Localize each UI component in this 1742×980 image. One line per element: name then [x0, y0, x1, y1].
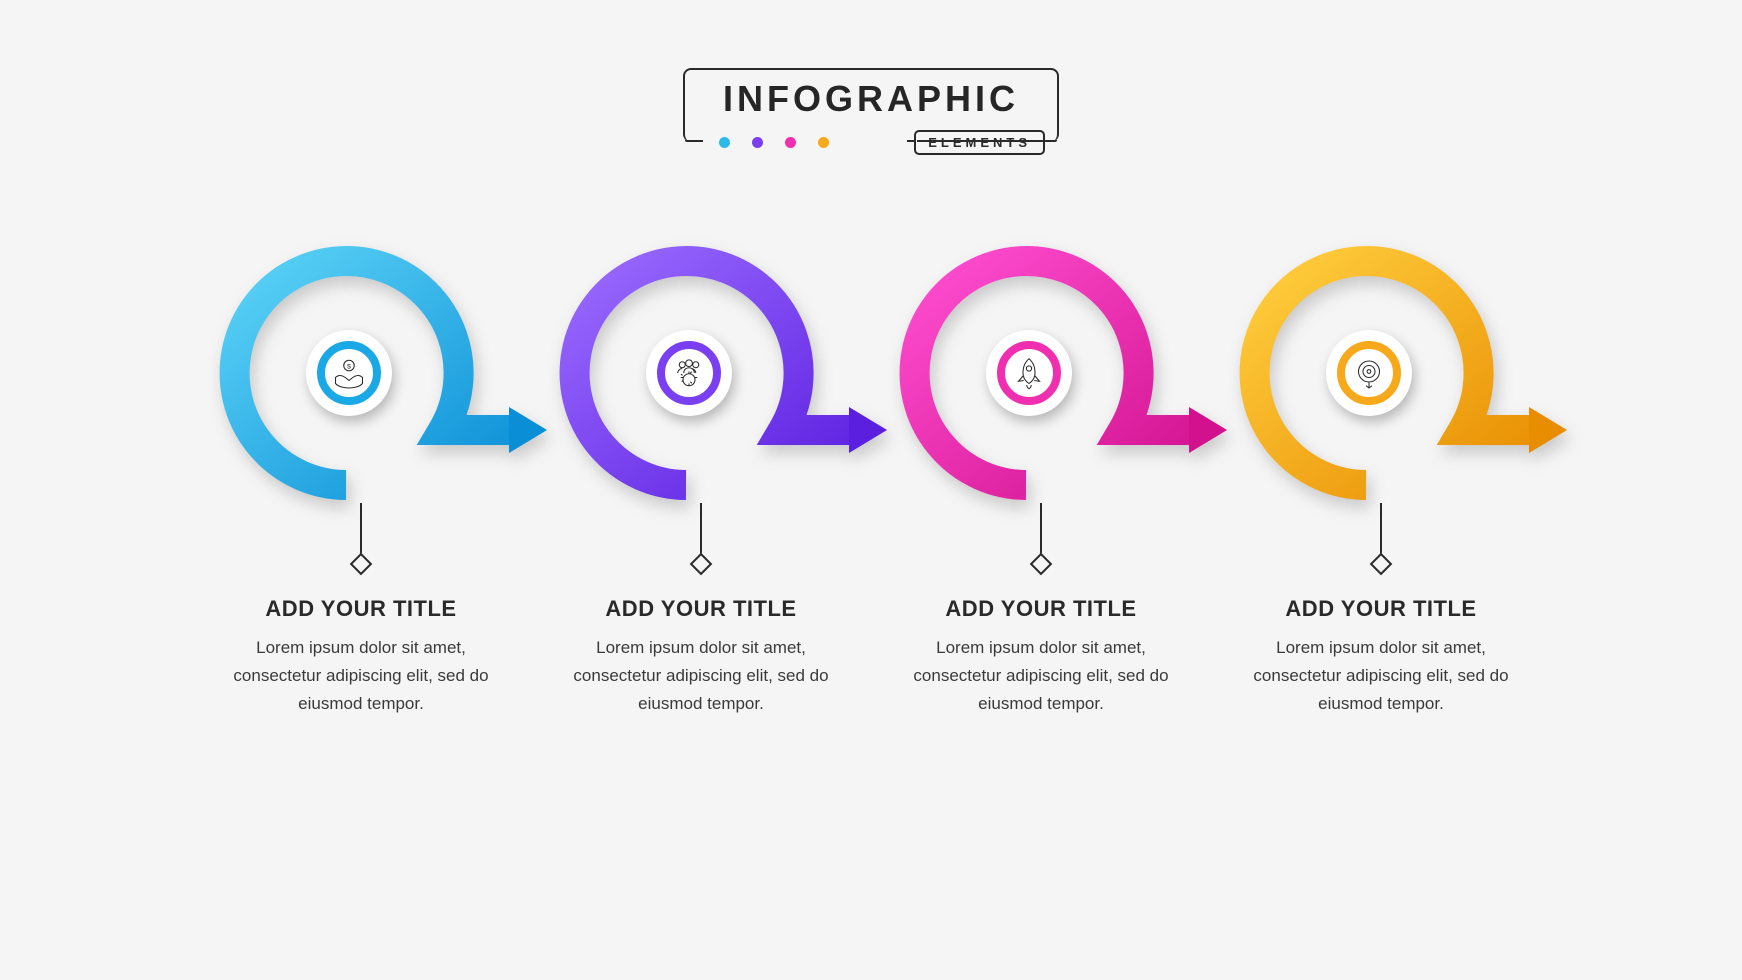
- steps-row: $ ADD YOUR TITLE Lorem ipsum dolor sit a…: [0, 235, 1742, 718]
- diamond-marker: [1030, 553, 1053, 576]
- legend-dot-4: [818, 137, 829, 148]
- badge-ring-2: [657, 341, 721, 405]
- ring-4: [1231, 235, 1531, 515]
- step-4-title: ADD YOUR TITLE: [1285, 596, 1476, 622]
- badge-2: [646, 330, 732, 416]
- legend-dot-1: [719, 137, 730, 148]
- team-gear-icon: [671, 355, 707, 391]
- target-icon: [1351, 355, 1387, 391]
- step-3-title: ADD YOUR TITLE: [945, 596, 1136, 622]
- ring-1: $: [211, 235, 511, 515]
- step-2-title: ADD YOUR TITLE: [605, 596, 796, 622]
- step-4: ADD YOUR TITLE Lorem ipsum dolor sit ame…: [1231, 235, 1531, 718]
- page-title: INFOGRAPHIC: [723, 78, 1019, 120]
- rocket-icon: [1011, 355, 1047, 391]
- ring-3: [891, 235, 1191, 515]
- badge-4: [1326, 330, 1412, 416]
- step-4-body: Lorem ipsum dolor sit amet, consectetur …: [1236, 634, 1526, 718]
- svg-text:$: $: [347, 364, 351, 371]
- badge-1: $: [306, 330, 392, 416]
- badge-3: [986, 330, 1072, 416]
- step-2: ADD YOUR TITLE Lorem ipsum dolor sit ame…: [551, 235, 851, 718]
- step-2-body: Lorem ipsum dolor sit amet, consectetur …: [556, 634, 846, 718]
- legend-dot-2: [752, 137, 763, 148]
- badge-ring-3: [997, 341, 1061, 405]
- title-box: INFOGRAPHIC ELEMENTS: [683, 68, 1059, 142]
- diamond-marker: [1370, 553, 1393, 576]
- ring-2: [551, 235, 851, 515]
- step-1: $ ADD YOUR TITLE Lorem ipsum dolor sit a…: [211, 235, 511, 718]
- badge-ring-1: $: [317, 341, 381, 405]
- page-subtitle: ELEMENTS: [914, 130, 1045, 155]
- legend-dots: [719, 137, 829, 148]
- diamond-marker: [690, 553, 713, 576]
- step-1-body: Lorem ipsum dolor sit amet, consectetur …: [216, 634, 506, 718]
- header: INFOGRAPHIC ELEMENTS: [683, 68, 1059, 142]
- step-3: ADD YOUR TITLE Lorem ipsum dolor sit ame…: [891, 235, 1191, 718]
- step-3-body: Lorem ipsum dolor sit amet, consectetur …: [896, 634, 1186, 718]
- step-1-title: ADD YOUR TITLE: [265, 596, 456, 622]
- legend-dot-3: [785, 137, 796, 148]
- hands-money-icon: $: [331, 355, 367, 391]
- subtitle-connector: [907, 140, 929, 142]
- diamond-marker: [350, 553, 373, 576]
- badge-ring-4: [1337, 341, 1401, 405]
